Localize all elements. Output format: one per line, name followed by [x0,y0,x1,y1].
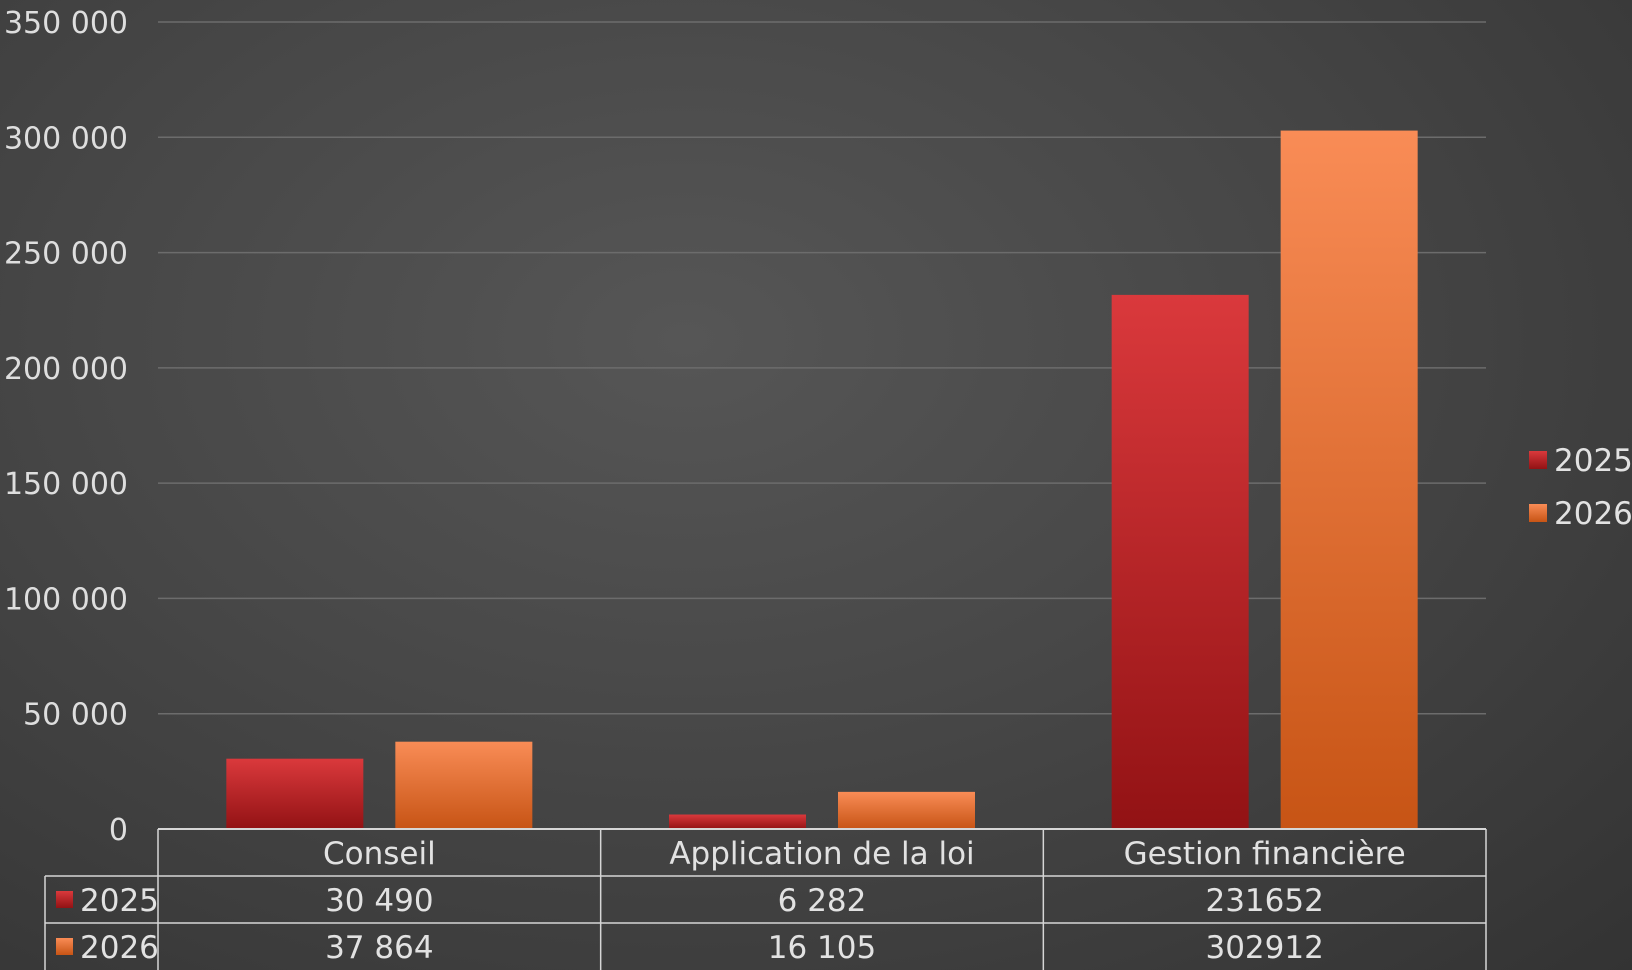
y-tick-label: 0 [109,813,128,848]
data-table: Conseil Application de la loi Gestion fina… [44,828,1487,970]
y-tick-label: 250 000 [4,237,128,272]
bar-2026-2 [838,791,975,829]
legend-swatch-2025 [1529,451,1547,469]
y-tick-label: 300 000 [4,121,128,156]
category-label: Application de la loi [669,836,974,872]
bars [226,130,1418,829]
table-cell-value: 16 105 [768,930,876,966]
table-cell-value: 6 282 [778,883,867,919]
legend-label-2025: 2025 [1554,443,1632,479]
bar-2026-3 [1280,130,1418,829]
bar-2026-1 [395,741,533,829]
table-legend-key-2025 [56,891,73,908]
y-tick-label: 200 000 [4,352,128,387]
bar-2025-2 [669,814,806,829]
legend-label-2026: 2026 [1554,496,1632,532]
table-cell-value: 302912 [1205,930,1323,966]
category-label: Gestion financière [1124,836,1406,872]
table-cell-value: 231652 [1205,883,1323,919]
legend: 2025 2026 [1529,443,1632,532]
bar-2025-3 [1111,294,1249,829]
bar-2025-1 [226,758,364,829]
legend-swatch-2026 [1529,504,1547,522]
table-row-label: 2026 [80,930,159,966]
y-tick-label: 150 000 [4,467,128,502]
y-tick-label: 350 000 [4,6,128,41]
table-cell-value: 37 864 [325,930,433,966]
category-label: Conseil [323,836,436,872]
gridlines [158,21,1486,715]
table-cell-value: 30 490 [325,883,433,919]
table-row-label: 2025 [80,883,159,919]
table-legend-key-2026 [56,938,73,955]
y-axis: 0 50 000 100 000 150 000 200 000 250 000 300 0… [4,6,128,848]
y-tick-label: 100 000 [4,582,128,617]
y-tick-label: 50 000 [23,698,128,733]
